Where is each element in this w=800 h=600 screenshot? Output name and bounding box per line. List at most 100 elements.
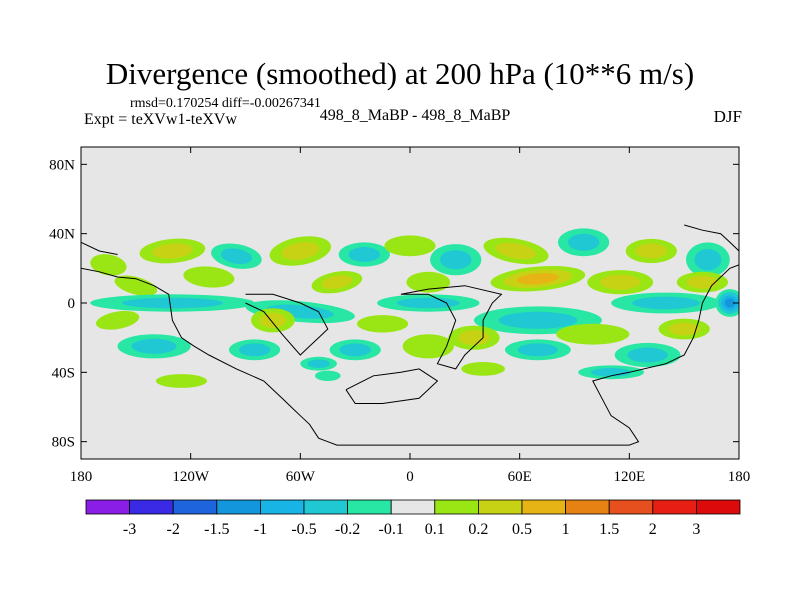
field-band-27-2 (458, 330, 490, 346)
x-tick-label: 180 (70, 469, 93, 485)
field-band-37-2 (307, 359, 330, 368)
field-band-30-2 (131, 338, 177, 354)
case-label: 498_8_MaBP - 498_8_MaBP (319, 107, 511, 124)
field-band-18-2 (121, 297, 223, 309)
chart-stats: rmsd=0.170254 diff=-0.00267341 (130, 97, 321, 111)
field-band-39-2 (590, 368, 632, 377)
field-band-31-2 (238, 343, 271, 357)
colorbar-box-7 (390, 499, 436, 515)
x-tick-label: 120W (172, 469, 210, 485)
field-feature-15 (490, 265, 586, 292)
coastline-3 (345, 368, 439, 404)
y-tick-label: 40N (49, 227, 75, 243)
coastline-1 (245, 293, 329, 356)
divergence-field (90, 228, 739, 388)
field-feature-11 (114, 275, 158, 296)
experiment-label: Expt = teXVw1-teXVw (84, 111, 237, 128)
diff-value: -0.00267341 (249, 96, 321, 111)
field-band-1-2 (152, 243, 193, 259)
field-feature-27 (448, 325, 500, 350)
colorbar: -3 -2 -1.5 -1 -0.5 -0.2 -0.1 0.1 0.2 0.5 1 1.5 2 3 (85, 499, 741, 538)
field-band-34-2 (517, 343, 559, 357)
field-feature-36 (155, 374, 208, 388)
field-band-11-1 (114, 275, 158, 296)
field-band-40-1 (315, 370, 341, 381)
field-feature-3 (269, 236, 332, 266)
colorbar-label: 0.2 (468, 521, 488, 538)
field-feature-39 (578, 365, 644, 380)
colorbar-label: -1 (254, 521, 267, 538)
field-band-17-2 (686, 275, 719, 289)
rmsd-value: 0.170254 (165, 96, 219, 111)
x-tick-label: 180 (728, 469, 751, 485)
chart-title: Divergence (smoothed) at 200 hPa (10**6 … (105, 56, 695, 91)
field-feature-8 (558, 228, 610, 257)
field-feature-40 (315, 370, 341, 381)
colorbar-box-0 (85, 499, 130, 515)
field-band-20-2 (396, 297, 460, 309)
field-band-28-1 (556, 323, 630, 345)
field-band-32-2 (339, 343, 371, 357)
colorbar-label: -0.5 (291, 521, 316, 538)
colorbar-box-6 (347, 499, 392, 515)
field-feature-28 (556, 323, 630, 345)
field-feature-9 (625, 238, 677, 264)
field-band-35-2 (627, 347, 668, 363)
x-tick-label: 60W (286, 469, 316, 485)
field-feature-29 (658, 318, 710, 340)
field-feature-5 (384, 235, 436, 257)
field-band-12-1 (183, 266, 235, 288)
field-band-26-1 (357, 315, 409, 333)
y-tick-label: 0 (68, 296, 76, 312)
field-band-8-2 (567, 233, 600, 251)
field-feature-16 (587, 270, 654, 295)
field-band-25-2 (259, 312, 287, 328)
x-axis: 180 120W 60W 0 60E 120E 180 (70, 147, 751, 485)
field-feature-33 (402, 334, 454, 359)
colorbar-box-13 (652, 499, 697, 515)
x-tick-label: 120E (613, 469, 645, 485)
field-feature-20 (377, 294, 480, 312)
colorbar-box-3 (216, 499, 261, 515)
field-band-38-1 (461, 362, 505, 376)
field-feature-25 (251, 308, 295, 333)
colorbar-label: 1.5 (599, 521, 619, 538)
season-label: DJF (713, 107, 742, 126)
coastline-5 (81, 241, 118, 255)
field-feature-17 (676, 271, 728, 293)
field-feature-31 (229, 339, 281, 361)
field-feature-7 (483, 237, 549, 265)
field-band-33-1 (402, 334, 454, 359)
field-feature-0 (90, 254, 127, 276)
field-feature-1 (139, 238, 206, 264)
field-band-22-2 (632, 296, 700, 310)
colorbar-label: 1 (562, 521, 570, 538)
field-band-14-1 (406, 271, 451, 293)
field-band-2-2 (220, 248, 252, 265)
field-band-29-2 (668, 322, 700, 336)
colorbar-label: -2 (167, 521, 180, 538)
colorbar-box-1 (129, 499, 174, 515)
field-band-15-3 (516, 273, 559, 285)
colorbar-label: 3 (692, 521, 700, 538)
colorbar-box-9 (477, 499, 523, 515)
x-tick-label: 60E (508, 469, 532, 485)
colorbar-label: -0.2 (335, 521, 360, 538)
field-feature-26 (357, 315, 409, 333)
field-feature-32 (329, 339, 381, 361)
field-feature-35 (614, 342, 681, 368)
colorbar-label: 0.5 (512, 521, 532, 538)
y-tick-label: 80S (52, 435, 75, 451)
field-feature-10 (686, 242, 730, 277)
field-feature-22 (611, 292, 721, 314)
field-band-13-2 (321, 275, 353, 290)
field-band-6-2 (440, 250, 472, 270)
colorbar-box-10 (521, 499, 566, 515)
field-feature-6 (430, 244, 482, 276)
x-tick-label: 0 (406, 469, 414, 485)
y-tick-label: 40S (52, 365, 75, 381)
field-feature-12 (183, 266, 235, 288)
field-band-36-1 (155, 374, 208, 388)
field-band-3-2 (281, 241, 320, 261)
